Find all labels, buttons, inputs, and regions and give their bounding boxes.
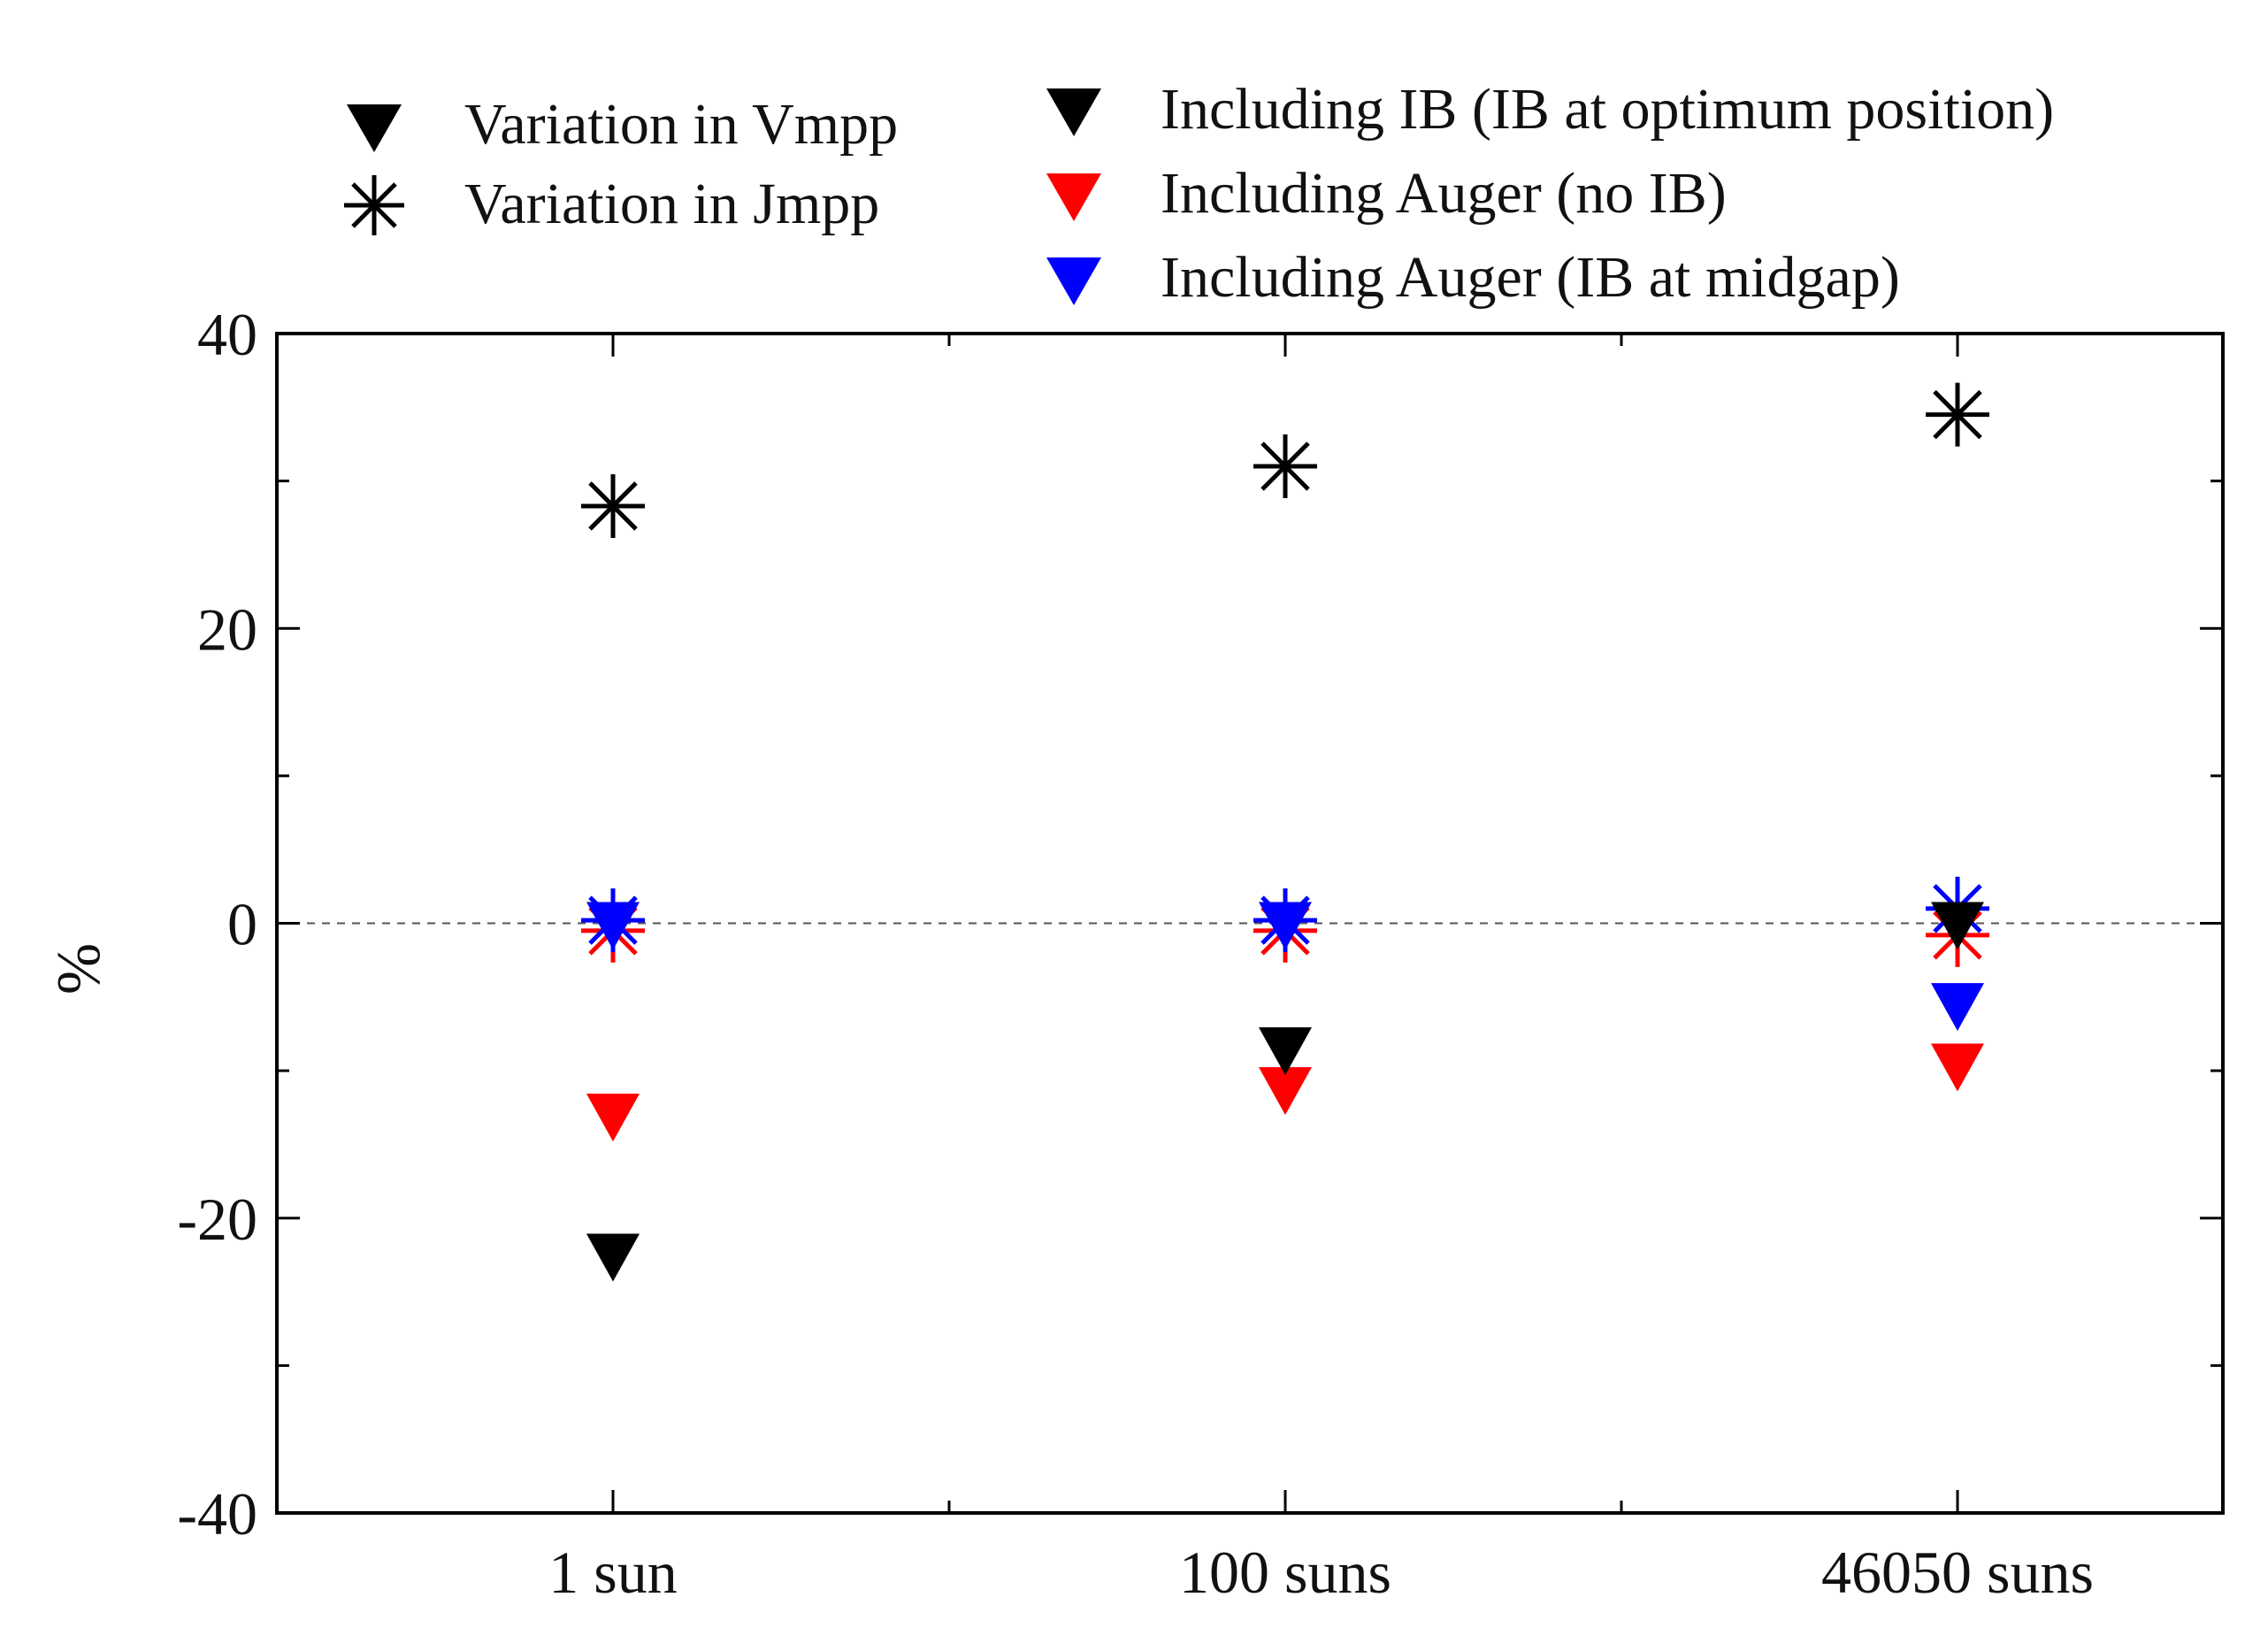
vmpp-point-series-2-0 [586,902,640,950]
jmpp-point-series-0-0 [581,473,645,538]
triangle-down-icon [1046,88,1101,136]
x-tick-label: 100 suns [1179,1539,1391,1606]
vmpp-point-series-2-2 [1931,983,1984,1032]
legend-label-auger-no-ib: Including Auger (no IB) [1161,161,1727,226]
x-tick-label: 46050 suns [1821,1539,2094,1606]
asterisk-stroke [588,481,638,531]
legend-entry-jmpp: Variation in Jmpp [344,172,879,236]
vmpp-point-series-1-0 [586,1094,640,1142]
jmpp-point-series-0-1 [1253,434,1317,498]
y-tick-label: 0 [227,891,257,958]
asterisk-icon [344,175,404,235]
vmpp-point-series-0-2 [1931,902,1984,950]
triangle-down-icon [347,104,402,152]
legend-entry-auger-midgap: Including Auger (IB at midgap) [1046,245,1900,310]
vmpp-point-series-0-1 [1259,1027,1312,1076]
legend-entry-ib-optimum: Including IB (IB at optimum position) [1046,77,2054,142]
vmpp-point-series-1-1 [1259,1067,1312,1116]
vmpp-point-series-1-2 [1931,1043,1984,1092]
legend-entry-vmpp: Variation in Vmpp [347,92,898,157]
triangle-down-icon [1046,257,1101,305]
x-tick-label: 1 sun [548,1539,677,1606]
y-axis-title: % [45,943,113,994]
vmpp-point-series-2-1 [1259,902,1312,950]
axis-tick-labels: -40 -20 0 20 40 1 sun 100 suns 46050 suns [177,301,2094,1606]
triangle-down-icon [1046,173,1101,221]
y-tick-label: -40 [177,1480,257,1547]
legend-label-auger-midgap: Including Auger (IB at midgap) [1161,245,1900,310]
legend-label-jmpp: Variation in Jmpp [464,172,879,236]
y-tick-label: -20 [177,1186,257,1253]
data-marks [581,382,1989,1282]
legend-label-vmpp: Variation in Vmpp [464,92,898,157]
y-tick-label: 40 [197,301,257,368]
vmpp-point-series-0-0 [586,1233,640,1282]
asterisk-stroke [1933,389,1982,440]
axis-ticks [277,332,2223,1515]
y-tick-label: 20 [197,595,257,663]
legend-label-ib-optimum: Including IB (IB at optimum position) [1161,77,2054,142]
asterisk-stroke [1260,442,1310,491]
legend: Variation in Vmpp Variation in Jmpp Incl… [344,77,2054,310]
jmpp-point-series-0-2 [1926,382,1989,447]
legend-entry-auger-no-ib: Including Auger (no IB) [1046,161,1727,226]
